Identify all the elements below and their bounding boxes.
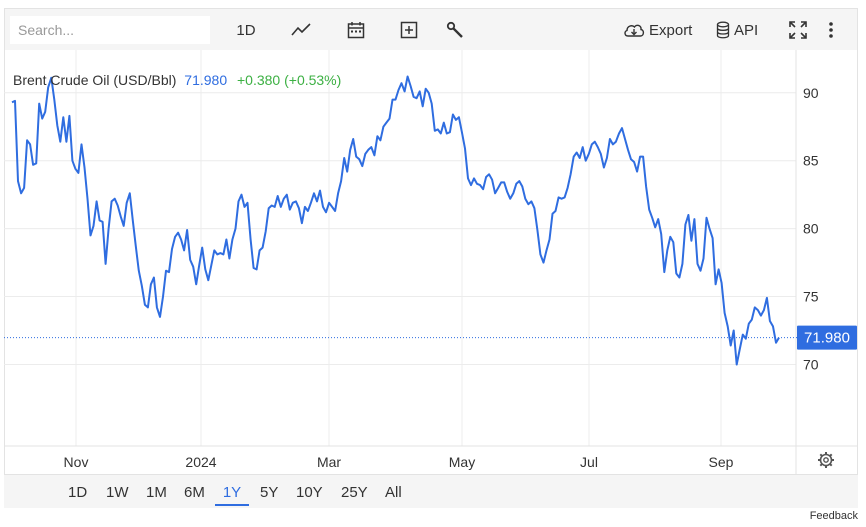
export-button[interactable]: Export <box>623 17 692 43</box>
range-25y-button[interactable]: 25Y <box>341 484 368 501</box>
feedback-link[interactable]: Feedback <box>809 510 858 522</box>
x-tick-label: Mar <box>317 454 341 470</box>
y-tick-label: 70 <box>803 356 819 372</box>
more-vertical-icon[interactable] <box>821 17 841 43</box>
x-tick-label: Nov <box>64 454 89 470</box>
api-label: API <box>734 21 759 39</box>
settings-icon[interactable] <box>818 452 834 468</box>
range-1w-button[interactable]: 1W <box>106 484 129 501</box>
fullscreen-icon[interactable] <box>785 17 811 43</box>
calendar-icon[interactable] <box>343 17 369 43</box>
search-input[interactable]: Search... <box>10 16 210 44</box>
x-tick-label: Jul <box>580 454 598 470</box>
range-1y-button[interactable]: 1Y <box>215 484 249 506</box>
y-tick-label: 80 <box>803 221 819 237</box>
api-button[interactable]: API <box>716 17 758 43</box>
price-tag-label: 71.980 <box>804 330 850 347</box>
range-6m-button[interactable]: 6M <box>184 484 205 501</box>
legend-change: +0.380 (+0.53%) <box>237 72 342 88</box>
range-all-button[interactable]: All <box>385 484 402 501</box>
database-icon <box>716 21 730 39</box>
legend-price: 71.980 <box>184 72 228 88</box>
price-tag: 71.980 <box>797 325 857 350</box>
y-tick-label: 85 <box>803 153 819 169</box>
interval-button[interactable]: 1D <box>233 17 259 43</box>
y-tick-label: 75 <box>803 289 819 305</box>
x-tick-label: 2024 <box>185 454 216 470</box>
chart-line-icon[interactable] <box>288 17 314 43</box>
range-5y-button[interactable]: 5Y <box>260 484 279 501</box>
cloud-download-icon <box>623 22 645 38</box>
add-box-icon[interactable] <box>396 17 422 43</box>
range-10y-button[interactable]: 10Y <box>296 484 323 501</box>
instrument-name: Brent Crude Oil (USD/Bbl) <box>13 72 177 88</box>
range-1m-button[interactable]: 1M <box>146 484 167 501</box>
y-tick-label: 90 <box>803 85 819 101</box>
x-tick-label: May <box>449 454 475 470</box>
range-selector: 1D 1W 1M 6M 1Y 5Y 10Y 25Y All <box>4 474 858 508</box>
wrench-icon[interactable] <box>442 17 468 43</box>
series-line <box>11 75 780 366</box>
interval-label: 1D <box>236 21 256 39</box>
chart-legend: Brent Crude Oil (USD/Bbl) 71.980 +0.380 … <box>13 72 341 88</box>
chart-container <box>4 8 858 508</box>
export-label: Export <box>649 21 693 39</box>
range-1d-button[interactable]: 1D <box>68 484 88 501</box>
x-tick-label: Sep <box>709 454 734 470</box>
toolbar: Search... 1D Export API <box>4 8 858 50</box>
